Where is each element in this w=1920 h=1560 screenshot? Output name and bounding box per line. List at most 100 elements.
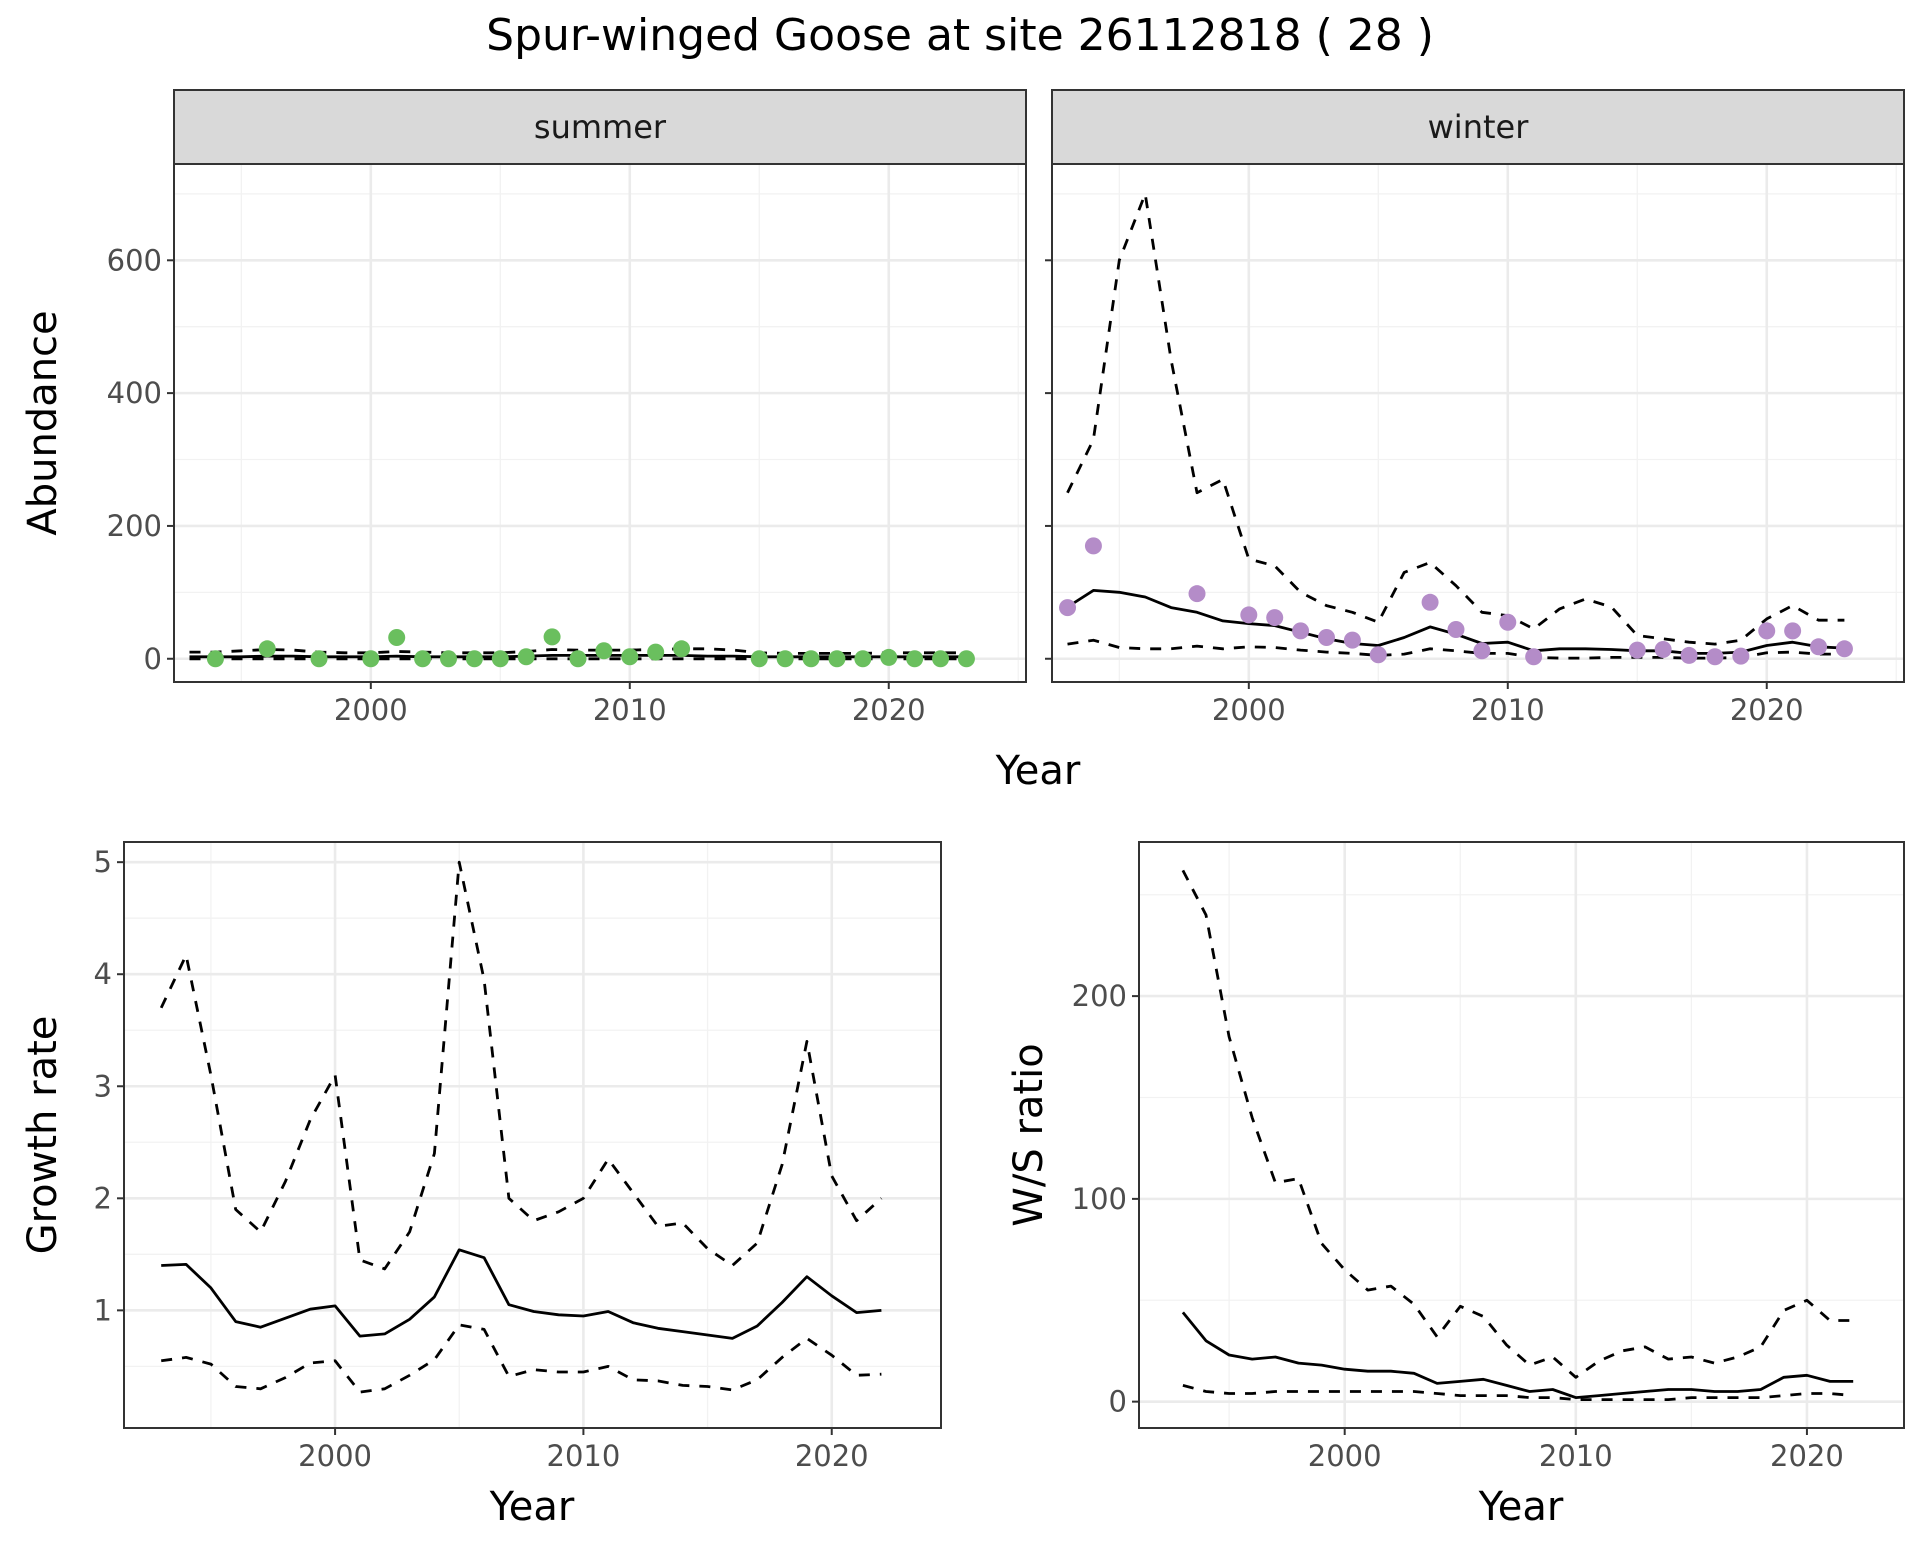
x-tick-label: 2010 [1539, 1439, 1613, 1473]
y-axis-title: W/S ratio [1006, 1043, 1052, 1226]
observed-point [1059, 599, 1077, 617]
observed-point [1240, 606, 1258, 624]
y-tick-label: 3 [94, 1069, 112, 1103]
x-tick-label: 2000 [334, 693, 408, 727]
observed-point [1810, 638, 1828, 656]
abundance-summer-panel: summer 2000 2010 2020 0 200 400 600 Abundance [20, 89, 1027, 727]
observed-point [440, 650, 458, 668]
observed-point [673, 640, 691, 658]
upper-bound-line [1181, 869, 1854, 1379]
observed-point [1421, 593, 1439, 611]
facet-strip [1051, 89, 1905, 165]
x-tick-label: 2020 [852, 693, 926, 727]
x-tick-label: 2020 [1730, 693, 1804, 727]
observed-point [1706, 648, 1724, 666]
x-axis-title: Year [489, 1484, 575, 1530]
growth-rate-panel: 2000 2010 2020 1 2 3 4 5 Growth rate Year [20, 841, 942, 1530]
observed-point [491, 650, 509, 668]
figure-title: Spur-winged Goose at site 26112818 ( 28 … [486, 10, 1434, 61]
x-axis-title: Year [1478, 1484, 1564, 1530]
observed-point [854, 650, 872, 668]
observed-point [1835, 640, 1853, 658]
observed-point [517, 648, 535, 666]
x-tick-label: 2010 [593, 693, 667, 727]
panel-background [1052, 164, 1904, 682]
x-tick-label: 2010 [1471, 693, 1545, 727]
observed-point [1758, 622, 1776, 640]
observed-point [957, 650, 975, 668]
lower-bound-line [1182, 1384, 1854, 1401]
observed-point [569, 650, 587, 668]
y-tick-label: 4 [94, 957, 112, 991]
observed-point [258, 640, 276, 658]
observed-point [465, 650, 483, 668]
y-tick-label: 200 [107, 509, 162, 543]
ws-ratio-panel: 2000 2010 2020 0 100 200 W/S ratio Year [1006, 841, 1905, 1530]
panel-background [1139, 842, 1904, 1428]
observed-point [750, 650, 768, 668]
observed-point [1447, 621, 1465, 639]
observed-point [932, 650, 950, 668]
observed-point [906, 650, 924, 668]
observed-point [880, 648, 898, 666]
x-tick-label: 2020 [795, 1439, 869, 1473]
observed-point [1732, 647, 1750, 665]
observed-point [414, 650, 432, 668]
x-tick-label: 2000 [298, 1439, 372, 1473]
observed-point [1654, 640, 1672, 658]
observed-point [1188, 585, 1206, 603]
y-tick-label: 0 [144, 642, 162, 676]
observed-point [1084, 537, 1102, 555]
abundance-winter-panel: winter 2000 2010 2020 [1045, 89, 1905, 727]
estimate-line [1181, 1311, 1854, 1399]
observed-point [310, 650, 328, 668]
observed-point [595, 642, 613, 660]
facet-strip-label: winter [1428, 108, 1530, 146]
observed-point [647, 643, 665, 661]
y-tick-label: 0 [1109, 1385, 1127, 1419]
panel-background [174, 164, 1026, 682]
y-tick-label: 400 [107, 376, 162, 410]
panel-border [123, 841, 942, 1429]
abundance-x-axis-title: Year [995, 748, 1081, 794]
panel-border [1138, 841, 1905, 1429]
x-tick-label: 2000 [1212, 693, 1286, 727]
observed-point [1628, 641, 1646, 659]
observed-point [1292, 622, 1310, 640]
observed-point [1784, 622, 1802, 640]
observed-point [388, 629, 406, 647]
x-tick-label: 2020 [1770, 1439, 1844, 1473]
observed-point [828, 650, 846, 668]
y-tick-label: 1 [94, 1293, 112, 1327]
observed-point [543, 628, 561, 646]
y-tick-label: 5 [94, 845, 112, 879]
observed-point [621, 648, 639, 666]
y-axis-title: Growth rate [20, 1016, 66, 1255]
observed-point [362, 650, 380, 668]
y-tick-label: 600 [107, 243, 162, 277]
y-axis-title: Abundance [20, 310, 66, 535]
observed-point [1499, 613, 1517, 631]
y-tick-label: 200 [1072, 979, 1127, 1013]
observed-point [1680, 646, 1698, 664]
observed-point [1473, 642, 1491, 660]
observed-point [1369, 646, 1387, 664]
facet-strip-label: summer [534, 108, 667, 146]
observed-point [776, 650, 794, 668]
observed-point [1343, 631, 1361, 649]
lower-bound-line [161, 1323, 882, 1394]
upper-bound-line [1066, 192, 1845, 646]
y-tick-label: 100 [1072, 1182, 1127, 1216]
facet-strip [173, 89, 1027, 165]
observed-point [1318, 629, 1336, 647]
panel-background [124, 842, 941, 1428]
lower-bound-line [1067, 638, 1845, 660]
observed-point [1525, 648, 1543, 666]
observed-point [206, 650, 224, 668]
y-tick-label: 2 [94, 1181, 112, 1215]
upper-bound-line [159, 860, 883, 1271]
observed-point [802, 650, 820, 668]
x-tick-label: 2000 [1308, 1439, 1382, 1473]
observed-point [1266, 609, 1284, 627]
